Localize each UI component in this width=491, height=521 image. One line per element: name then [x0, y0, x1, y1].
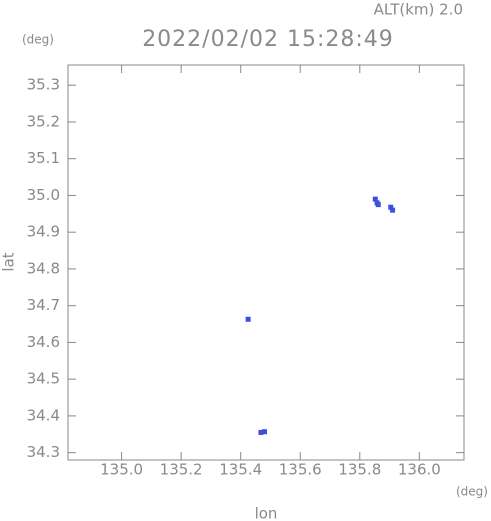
x-tick-label: 135.8	[338, 461, 381, 479]
y-tick-label: 35.2	[27, 112, 60, 130]
y-tick-label: 34.6	[27, 333, 60, 351]
x-tick-label: 135.6	[279, 461, 322, 479]
y-unit: (deg)	[22, 33, 54, 47]
x-tick-label: 136.0	[398, 461, 441, 479]
chart-title: 2022/02/02 15:28:49	[142, 27, 394, 52]
y-tick-label: 35.1	[27, 149, 60, 167]
plot-frame	[67, 64, 465, 461]
x-axis-label: lon	[255, 505, 278, 521]
x-tick-label: 135.2	[160, 461, 203, 479]
x-unit: (deg)	[456, 485, 488, 499]
y-tick-label: 34.5	[27, 370, 60, 388]
y-tick-label: 34.3	[27, 443, 60, 461]
x-tick-label: 135.4	[219, 461, 262, 479]
echo-point	[375, 202, 381, 208]
echo-point	[258, 429, 264, 435]
altitude-label: ALT(km) 2.0	[374, 1, 463, 19]
echo-point	[245, 316, 251, 322]
x-tick-label: 135.0	[100, 461, 143, 479]
y-tick-label: 35.3	[27, 76, 60, 94]
y-tick-label: 34.4	[27, 406, 60, 424]
y-tick-label: 35.0	[27, 186, 60, 204]
echo-point	[388, 204, 394, 210]
y-tick-label: 34.7	[27, 296, 60, 314]
echo-point	[262, 429, 268, 435]
y-axis-label: lat	[0, 252, 18, 271]
echo-point	[372, 196, 378, 202]
echo-point	[390, 207, 396, 213]
y-tick-label: 34.8	[27, 259, 60, 277]
y-tick-label: 34.9	[27, 223, 60, 241]
